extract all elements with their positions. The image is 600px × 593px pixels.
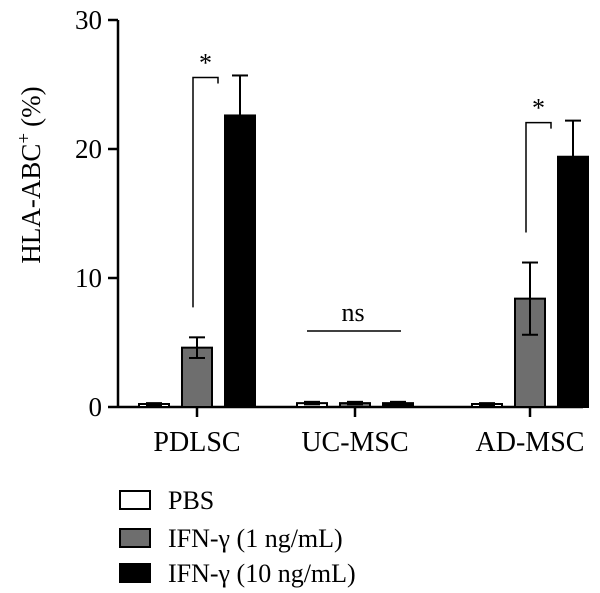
y-tick-label: 10 xyxy=(75,263,102,293)
y-axis-ticks: 0 10 20 30 xyxy=(75,5,118,422)
y-tick-label: 0 xyxy=(89,392,103,422)
significance-label: ns xyxy=(341,298,364,327)
legend-swatch-1 xyxy=(119,528,151,548)
significance-bracket xyxy=(192,76,219,308)
legend-label-2: IFN-γ (10 ng/mL) xyxy=(168,559,356,588)
significance-annotations: * ns * xyxy=(192,48,552,332)
significance-label: * xyxy=(199,48,212,77)
legend-swatch-2 xyxy=(119,563,151,583)
svg-text:HLA-ABC+(%): HLA-ABC+ (%) xyxy=(14,86,47,263)
y-tick-label: 20 xyxy=(75,134,102,164)
y-axis-label: HLA-ABC+ (%) xyxy=(14,86,47,263)
legend-swatch-0 xyxy=(119,490,151,510)
x-tick-label-pdlsc: PDLSC xyxy=(153,427,240,458)
legend-label-0: PBS xyxy=(168,486,214,515)
bar-marks xyxy=(138,74,589,409)
y-axis-label-superscript: + xyxy=(14,133,35,144)
legend: PBS IFN-γ (1 ng/mL) IFN-γ (10 ng/mL) xyxy=(119,486,356,588)
x-axis-ticks: PDLSC UC-MSC AD-MSC xyxy=(153,407,584,458)
x-tick-label-ad-msc: AD-MSC xyxy=(476,427,585,458)
legend-label-1: IFN-γ (1 ng/mL) xyxy=(168,524,343,553)
x-tick-label-uc-msc: UC-MSC xyxy=(301,427,408,458)
bar-pdlsc-series-2 xyxy=(224,114,256,409)
y-tick-label: 30 xyxy=(75,5,102,35)
significance-label: * xyxy=(532,94,545,123)
y-axis-label-text: HLA-ABC xyxy=(16,144,46,264)
y-axis-label-unit: (%) xyxy=(16,86,46,126)
bar-ad-msc-series-2 xyxy=(557,155,589,408)
significance-bracket xyxy=(525,121,552,233)
